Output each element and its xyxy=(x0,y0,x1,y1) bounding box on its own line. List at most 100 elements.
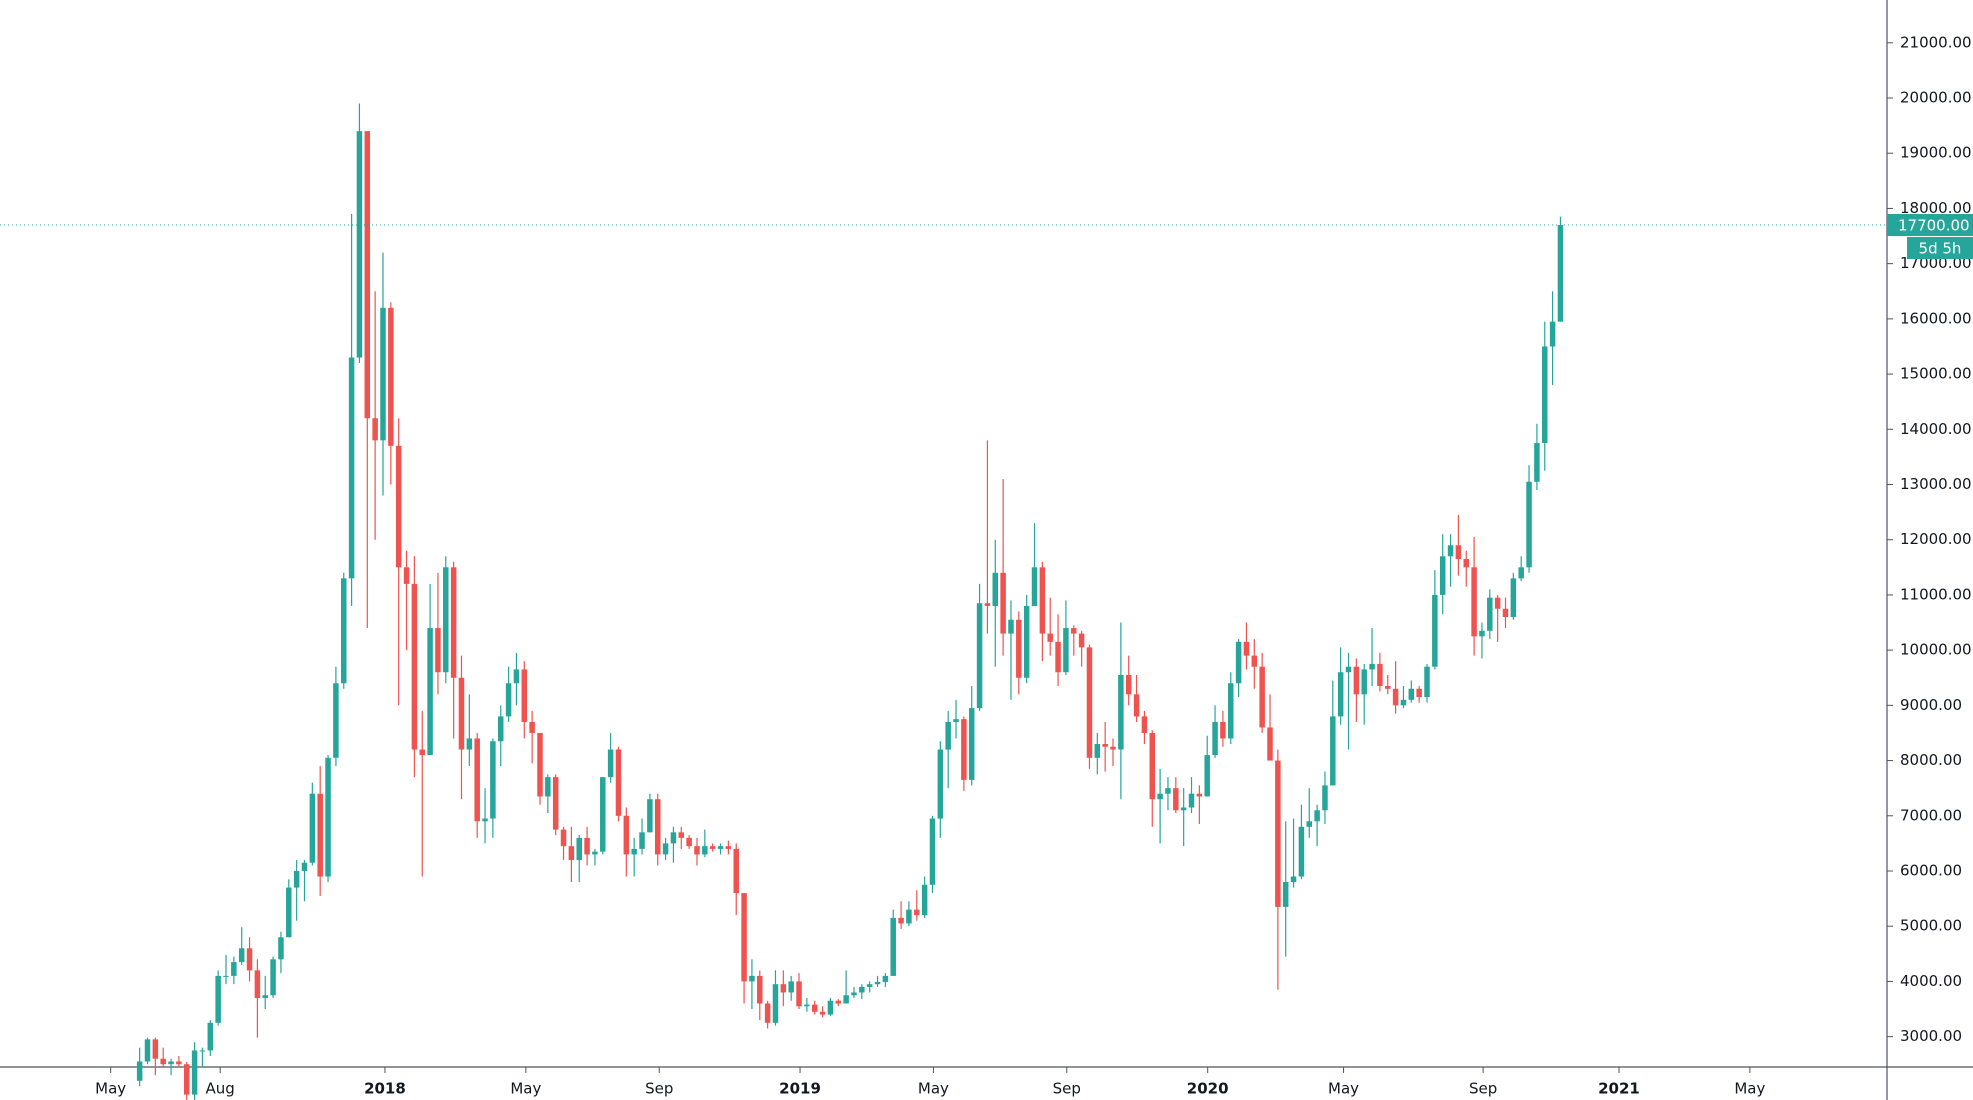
candle-body xyxy=(686,837,692,847)
x-tick-label: 2021 xyxy=(1598,1080,1640,1098)
candle-body xyxy=(1518,567,1524,579)
candle-body xyxy=(1267,727,1273,761)
x-tick-label: May xyxy=(918,1080,949,1098)
candle-body xyxy=(1055,641,1061,673)
candle-body xyxy=(443,567,449,673)
candle-body xyxy=(1282,882,1289,907)
y-tick-label: 21000.00 xyxy=(1900,33,1972,51)
candle-body xyxy=(380,307,386,441)
candle-body xyxy=(1031,567,1038,606)
candle-body xyxy=(984,603,991,606)
candle-body xyxy=(505,683,512,717)
candle-body xyxy=(435,628,441,673)
candle-body xyxy=(584,837,590,855)
last-price-box xyxy=(1887,213,1973,236)
candle-body xyxy=(843,995,849,1004)
candle-body xyxy=(1361,669,1367,695)
candle-body xyxy=(1188,793,1195,808)
candle-body xyxy=(1102,744,1108,747)
candle-body xyxy=(1220,721,1226,739)
candle-body xyxy=(168,1061,174,1065)
y-tick-label: 14000.00 xyxy=(1900,420,1972,438)
candle-body xyxy=(1118,674,1124,750)
candle-body xyxy=(749,975,755,982)
y-tick-label: 11000.00 xyxy=(1900,585,1972,603)
candle-body xyxy=(395,445,402,568)
candle-body xyxy=(780,984,787,993)
candle-body xyxy=(937,749,944,819)
candle-body xyxy=(882,975,889,982)
candle-body xyxy=(1290,876,1297,883)
candle-body xyxy=(953,719,959,722)
candle-body xyxy=(521,669,528,722)
candle-body xyxy=(254,970,261,998)
candle-body xyxy=(1298,826,1305,877)
candle-body xyxy=(1330,716,1336,786)
y-tick-label: 15000.00 xyxy=(1900,365,1972,383)
candle-body xyxy=(811,1004,818,1012)
candle-body xyxy=(1534,443,1540,482)
candle-body xyxy=(364,131,371,419)
candle-body xyxy=(458,677,465,750)
candle-body xyxy=(1502,608,1509,618)
candle-body xyxy=(136,1061,143,1081)
x-tick-label: 2020 xyxy=(1187,1080,1229,1098)
candle-body xyxy=(1157,793,1163,800)
candle-body xyxy=(529,721,535,733)
y-tick-label: 9000.00 xyxy=(1900,696,1962,714)
candle-body xyxy=(631,848,637,855)
candle-body xyxy=(537,732,543,797)
candle-body xyxy=(1353,666,1360,695)
candle-body xyxy=(340,578,347,684)
candle-body xyxy=(1039,567,1046,634)
candle-body xyxy=(1023,605,1030,678)
candle-body xyxy=(419,749,425,756)
x-tick-label: Sep xyxy=(1053,1080,1081,1098)
countdown-box xyxy=(1907,236,1973,259)
candle-body xyxy=(1306,821,1313,827)
candle-body xyxy=(772,984,779,1023)
candle-body xyxy=(1094,744,1101,758)
candle-body xyxy=(741,893,747,982)
candle-body xyxy=(819,1011,826,1015)
candle-body xyxy=(278,937,284,960)
candle-body xyxy=(733,848,739,894)
candle-body xyxy=(1455,545,1462,560)
x-tick-label: May xyxy=(95,1080,126,1098)
x-tick-label: Sep xyxy=(1469,1080,1497,1098)
y-tick-label: 13000.00 xyxy=(1900,475,1972,493)
candle-body xyxy=(1235,641,1242,684)
candle-body xyxy=(183,1064,190,1095)
candle-body xyxy=(1424,666,1430,698)
candle-body xyxy=(929,818,936,885)
candle-body xyxy=(914,909,920,916)
candle-body xyxy=(286,887,292,938)
candle-body xyxy=(1542,346,1548,444)
y-tick-label: 20000.00 xyxy=(1900,89,1972,107)
candle-body xyxy=(725,846,732,849)
candle-body xyxy=(466,738,473,750)
y-tick-label: 12000.00 xyxy=(1900,530,1972,548)
x-tick-label: Aug xyxy=(206,1080,235,1098)
candle-body xyxy=(890,917,896,976)
candle-body xyxy=(1439,556,1446,595)
candle-body xyxy=(1337,672,1344,717)
candle-body xyxy=(309,793,316,863)
candle-body xyxy=(1008,619,1014,634)
candle-body xyxy=(827,1000,834,1015)
candle-body xyxy=(1369,663,1375,670)
y-tick-label: 18000.00 xyxy=(1900,199,1972,217)
candle-body xyxy=(1165,788,1171,794)
candle-body xyxy=(191,1050,198,1095)
candle-body xyxy=(1000,572,1006,634)
x-tick-label: May xyxy=(1328,1080,1359,1098)
candle-body xyxy=(670,832,677,844)
candle-body xyxy=(1392,688,1399,706)
candle-body xyxy=(1180,807,1187,811)
y-tick-label: 8000.00 xyxy=(1900,751,1962,769)
candle-body xyxy=(348,357,355,579)
candle-body xyxy=(545,777,551,797)
candle-body xyxy=(1322,785,1328,811)
candle-body xyxy=(1479,630,1485,637)
